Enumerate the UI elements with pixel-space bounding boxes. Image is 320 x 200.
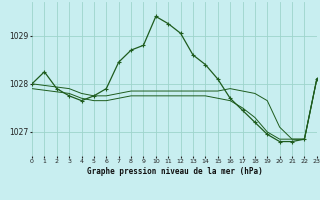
X-axis label: Graphe pression niveau de la mer (hPa): Graphe pression niveau de la mer (hPa) <box>86 167 262 176</box>
